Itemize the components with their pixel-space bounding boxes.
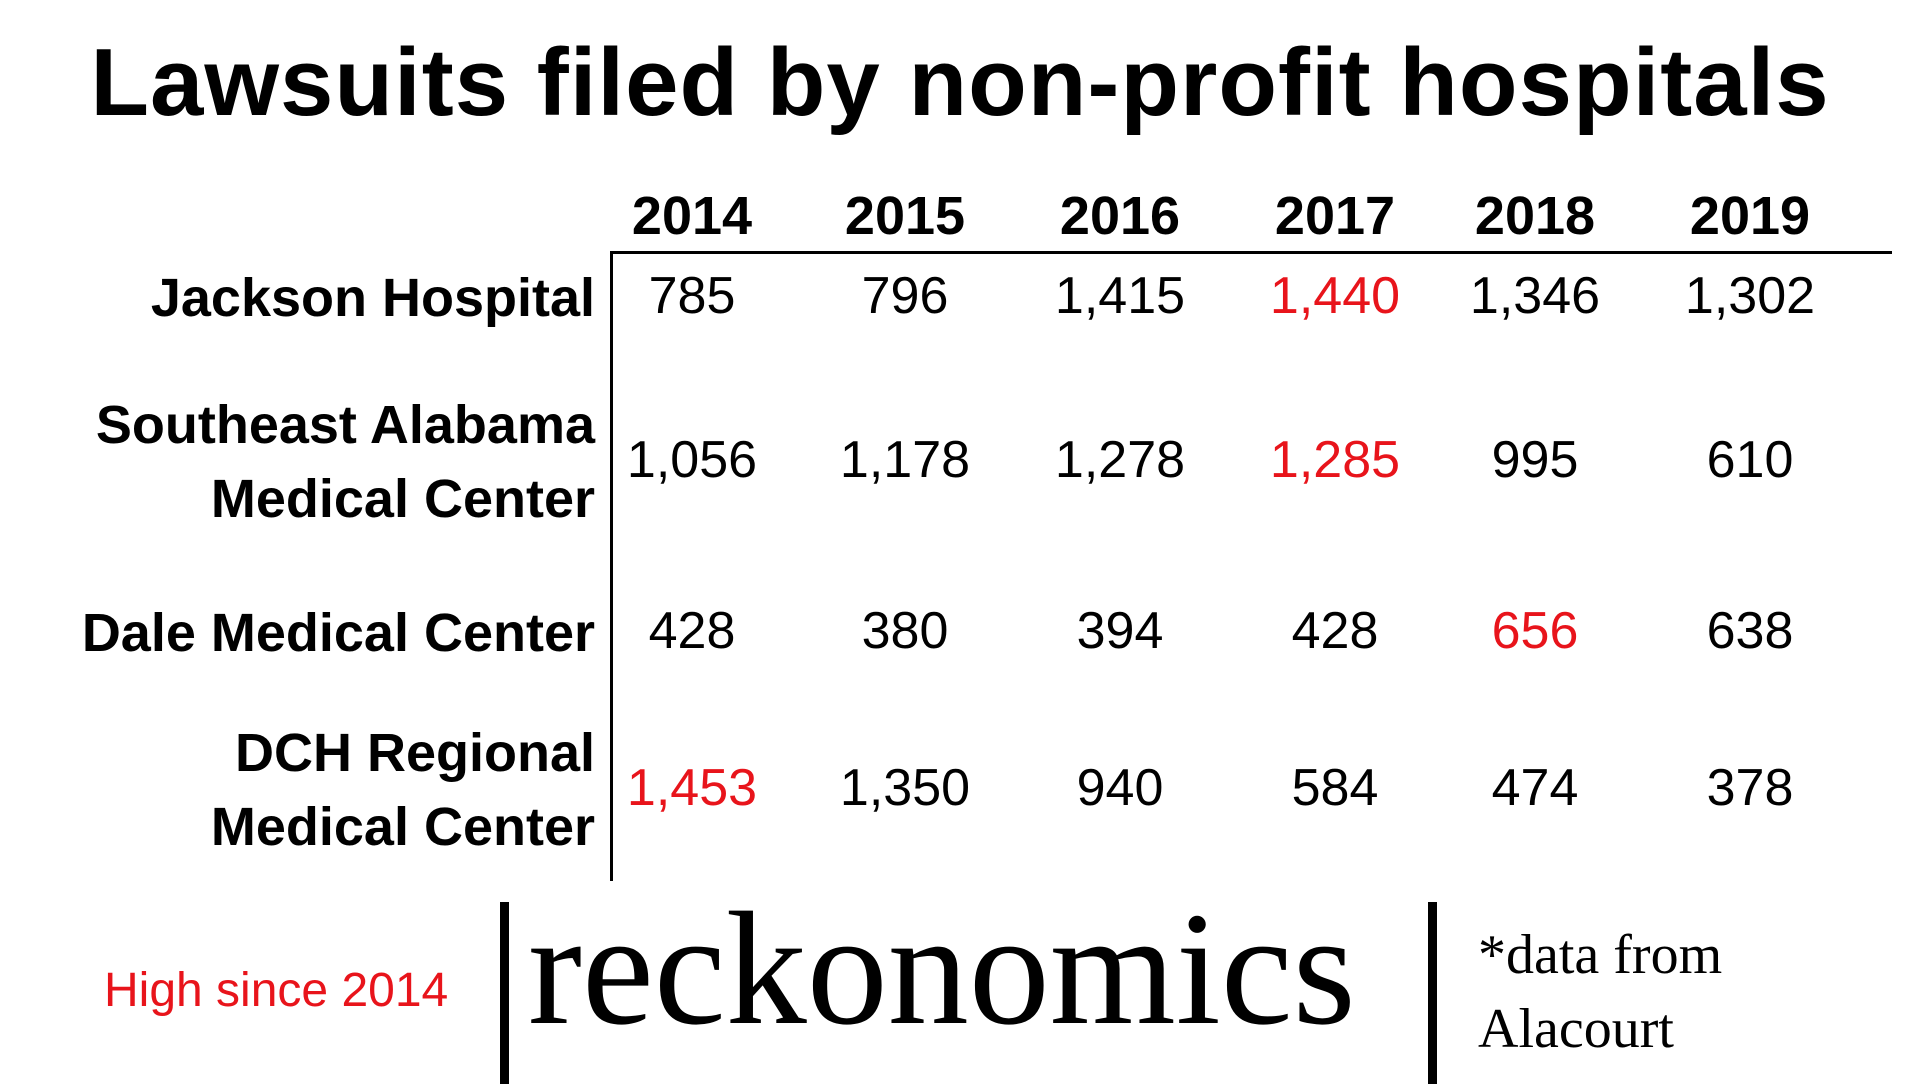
table-cell: 428	[1291, 602, 1379, 660]
header-rule	[610, 251, 1892, 254]
highlight-legend: High since 2014	[104, 964, 449, 1017]
table-cell: 1,056	[626, 431, 758, 489]
chart-title: Lawsuits filed by non-profit hospitals	[90, 29, 1830, 136]
column-header-1: 2015	[844, 186, 966, 246]
table-cell: 796	[861, 267, 949, 325]
column-header-3: 2017	[1274, 186, 1396, 246]
table-cell: 1,178	[839, 431, 971, 489]
row-label-line: Southeast Alabama	[95, 395, 595, 455]
row-label: Jackson Hospital	[151, 261, 595, 335]
table-cell: 584	[1291, 759, 1379, 817]
brand-bar-right	[1428, 902, 1437, 1084]
row-label-line: Medical Center	[210, 469, 595, 529]
table-cell-high: 1,285	[1269, 431, 1401, 489]
table-cell: 638	[1706, 602, 1794, 660]
table-cell: 1,278	[1054, 431, 1186, 489]
source-line: Alacourt	[1478, 998, 1674, 1060]
brand-bar-left	[500, 902, 509, 1084]
table-cell: 1,302	[1684, 267, 1816, 325]
row-label: Southeast Alabama Medical Center	[96, 388, 595, 536]
table-cell: 474	[1491, 759, 1579, 817]
row-label-line: Medical Center	[210, 797, 595, 857]
source-line: *data from	[1478, 924, 1723, 986]
table-cell: 380	[861, 602, 949, 660]
column-header-2: 2016	[1059, 186, 1181, 246]
source-note: *data from Alacourt	[1478, 918, 1722, 1066]
table-cell-high: 1,440	[1269, 267, 1401, 325]
row-label-line: Dale Medical Center	[81, 603, 595, 663]
table-cell: 995	[1491, 431, 1579, 489]
column-header-4: 2018	[1474, 186, 1596, 246]
table-cell-high: 1,453	[626, 759, 758, 817]
table-cell: 428	[648, 602, 736, 660]
table-cell: 394	[1076, 602, 1164, 660]
row-label: DCH Regional Medical Center	[211, 716, 595, 864]
row-label: Dale Medical Center	[82, 596, 595, 670]
table-cell: 610	[1706, 431, 1794, 489]
label-column-rule	[610, 251, 613, 881]
column-header-5: 2019	[1689, 186, 1811, 246]
row-label-line: DCH Regional	[234, 723, 595, 783]
table-cell: 378	[1706, 759, 1794, 817]
table-cell: 1,346	[1469, 267, 1601, 325]
row-label-line: Jackson Hospital	[150, 268, 595, 328]
brand-logo: reckonomics	[528, 880, 1356, 1059]
table-cell: 940	[1076, 759, 1164, 817]
table-cell: 785	[648, 267, 736, 325]
table-cell: 1,350	[839, 759, 971, 817]
column-header-0: 2014	[631, 186, 753, 246]
table-cell-high: 656	[1491, 602, 1579, 660]
table-cell: 1,415	[1054, 267, 1186, 325]
